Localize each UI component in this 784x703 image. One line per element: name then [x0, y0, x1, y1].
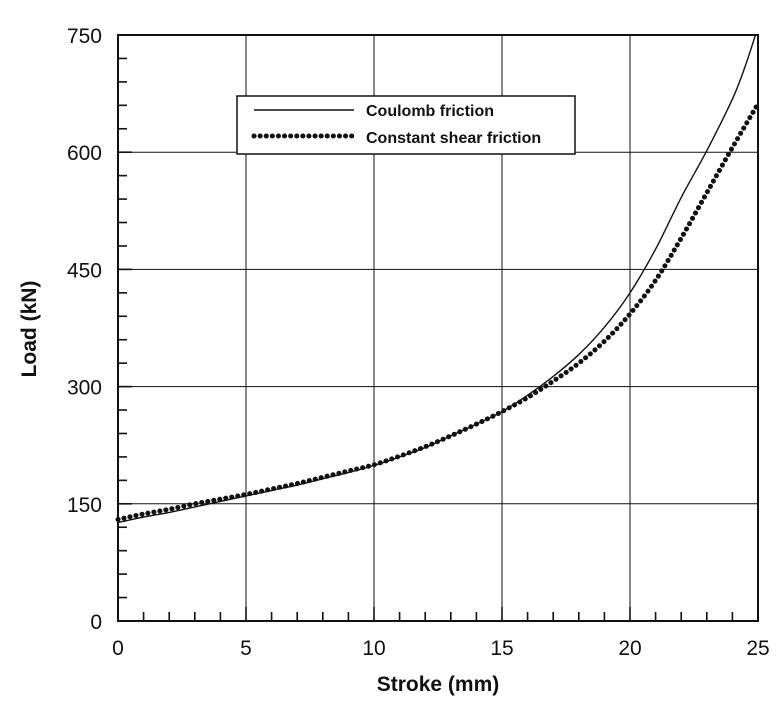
y-tick-label: 750 — [67, 25, 102, 48]
y-tick-label: 300 — [67, 377, 102, 400]
x-tick-label: 0 — [112, 637, 124, 660]
series-line-constant-shear-friction — [115, 101, 761, 522]
y-tick-label: 150 — [67, 494, 102, 517]
x-tick-label: 20 — [618, 637, 641, 660]
y-tick-label: 0 — [90, 611, 102, 634]
x-tick-label: 10 — [362, 637, 385, 660]
x-axis-title: Stroke (mm) — [377, 673, 500, 696]
legend: Coulomb friction Constant shear friction — [236, 95, 576, 155]
legend-label-coulomb-friction: Coulomb friction — [366, 103, 494, 120]
x-tick-label: 15 — [490, 637, 513, 660]
y-axis-title: Load (kN) — [18, 281, 41, 378]
x-tick-label: 5 — [240, 637, 252, 660]
plot-frame — [117, 34, 759, 622]
y-tick-label: 450 — [67, 259, 102, 282]
legend-label-constant-shear-friction: Constant shear friction — [366, 130, 541, 147]
series-layer — [115, 34, 761, 524]
tick-labels: 0 5 10 15 20 25 0 150 300 450 600 750 — [67, 25, 770, 660]
legend-box — [236, 95, 576, 155]
y-tick-label: 600 — [67, 142, 102, 165]
x-tick-label: 25 — [746, 637, 769, 660]
